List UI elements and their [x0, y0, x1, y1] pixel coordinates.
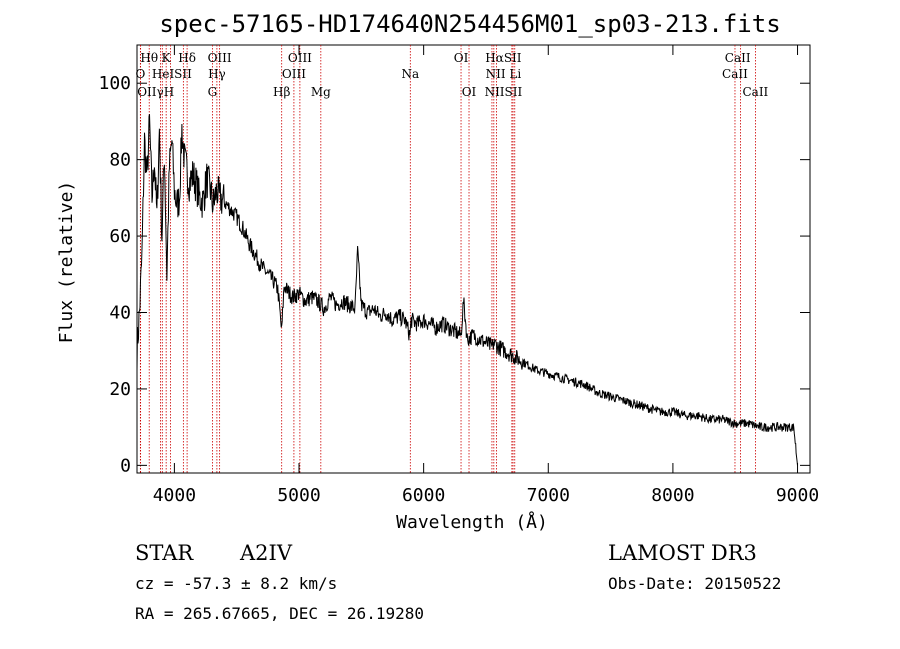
plot-frame [136, 44, 811, 474]
y-tick-label-4: 80 [109, 150, 131, 171]
redshift-text: cz = -57.3 ± 8.2 km/s [135, 574, 337, 593]
line-label-14: CaII [722, 67, 748, 81]
line-label-13: NII Li [486, 67, 522, 81]
x-tick-label-5: 9000 [776, 485, 819, 506]
line-label-4: OIII [288, 51, 312, 65]
line-label-5: OI [454, 51, 469, 65]
line-label-0: Hθ [140, 51, 158, 65]
line-label-16: G [208, 85, 218, 99]
x-tick-label-3: 7000 [527, 485, 570, 506]
object-class: STAR [135, 541, 194, 565]
y-tick-label-3: 60 [109, 226, 131, 247]
y-tick-label-2: 40 [109, 303, 131, 324]
x-tick-label-2: 6000 [402, 485, 445, 506]
line-label-7: CaII [725, 51, 751, 65]
line-label-6: HαSII [485, 51, 522, 65]
line-label-17: Hβ [273, 85, 290, 99]
line-label-12: Na [401, 67, 419, 81]
line-label-15: OIIγH [137, 85, 174, 99]
x-tick-label-0: 4000 [153, 485, 196, 506]
line-label-20: NIISII [485, 85, 523, 99]
x-tick-label-1: 5000 [277, 485, 320, 506]
line-label-10: Hγ [208, 67, 226, 81]
line-label-19: OI [462, 85, 477, 99]
y-axis-ticks: 0 20 40 60 80 100 [98, 73, 810, 476]
coordinates-text: RA = 265.67665, DEC = 26.19280 [135, 604, 424, 623]
object-subclass: A2IV [239, 541, 293, 565]
line-label-1: K [162, 51, 172, 65]
obs-date-text: Obs-Date: 20150522 [608, 574, 781, 593]
line-label-2: Hδ [178, 51, 196, 65]
line-label-3: OIII [208, 51, 232, 65]
line-label-11: OIII [282, 67, 306, 81]
y-tick-label-1: 20 [109, 379, 131, 400]
reference-line-labels: Hθ K Hδ OIII OIII OI HαSII CaII O HeISII Hγ OIII Na N… [135, 51, 768, 99]
survey-name: LAMOST DR3 [608, 541, 757, 565]
y-tick-label-5: 100 [98, 73, 131, 94]
flux-series-line [136, 114, 798, 466]
line-label-21: CaII [742, 85, 768, 99]
reference-lines [139, 45, 756, 473]
y-axis-label: Flux (relative) [56, 181, 77, 344]
chart-title: spec-57165-HD174640N254456M01_sp03-213.f… [159, 10, 780, 38]
line-label-9: HeISII [152, 67, 192, 81]
y-tick-label-0: 0 [120, 455, 131, 476]
x-tick-label-4: 8000 [651, 485, 694, 506]
x-axis-ticks: 4000 5000 6000 7000 8000 9000 [153, 45, 819, 506]
x-axis-label: Wavelength (Å) [396, 511, 548, 533]
line-label-8: O [135, 67, 145, 81]
line-label-18: Mg [311, 85, 331, 99]
